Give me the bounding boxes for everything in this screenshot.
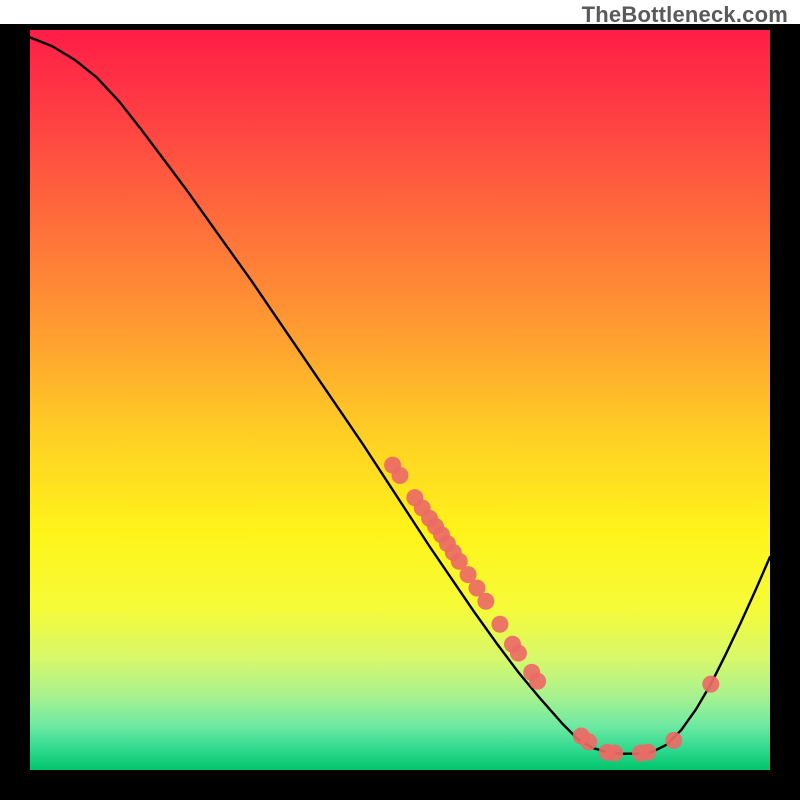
outer-black-frame [0,24,800,800]
page-root: TheBottleneck.com [0,0,800,800]
watermark-text: TheBottleneck.com [582,2,788,28]
plot-area [30,30,770,770]
gradient-line-chart [30,30,770,770]
